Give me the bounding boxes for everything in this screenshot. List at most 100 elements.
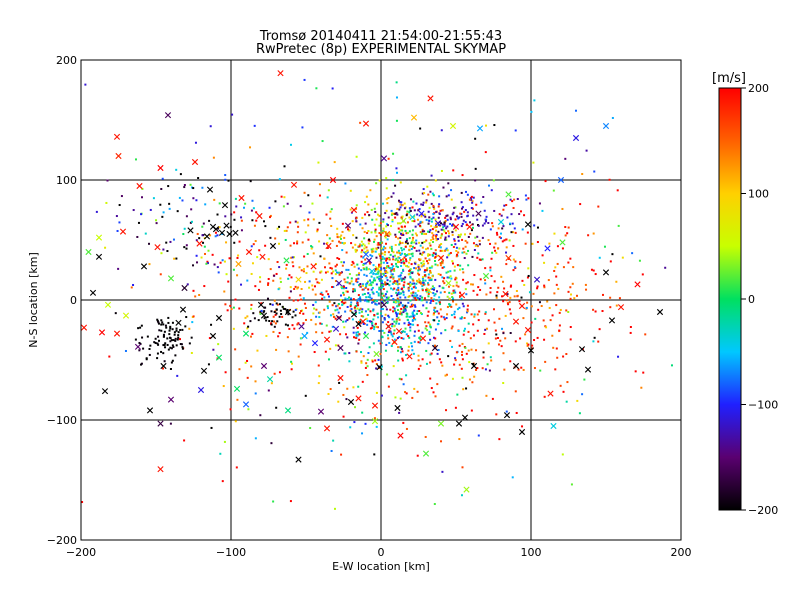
data-point-dot [375, 325, 378, 328]
data-point-dot [381, 279, 384, 282]
data-point-dot [273, 372, 276, 375]
data-point-dot [459, 235, 462, 238]
data-point-dot [413, 294, 416, 297]
data-point-dot [355, 280, 358, 283]
data-point-dot [354, 248, 357, 251]
data-point-dot [285, 311, 288, 314]
data-point-dot [411, 396, 414, 399]
data-point-dot [377, 294, 380, 297]
data-point-dot [377, 358, 380, 361]
data-point-dot [454, 359, 457, 362]
data-point-dot [450, 243, 453, 246]
data-point-dot [544, 360, 547, 363]
data-point-dot [367, 292, 370, 295]
data-point-dot [376, 271, 379, 274]
data-point-x [233, 385, 241, 392]
data-point-dot [455, 246, 458, 249]
data-point-dot [408, 336, 411, 339]
data-point-dot [411, 272, 414, 275]
data-point-dot [395, 262, 398, 265]
data-point-dot [452, 224, 455, 227]
data-point-dot [196, 232, 199, 235]
data-point-dot [378, 232, 381, 235]
data-point-dot [352, 288, 355, 291]
data-point-dot [515, 289, 518, 292]
data-point-dot [392, 255, 395, 258]
data-point-dot [421, 263, 424, 266]
data-point-dot [405, 305, 408, 308]
data-point-dot [373, 300, 376, 303]
data-point-dot [558, 311, 561, 314]
data-point-dot [395, 167, 398, 170]
data-point-dot [192, 197, 195, 200]
data-point-dot [527, 197, 530, 200]
data-point-dot [427, 222, 430, 225]
data-point-dot [384, 231, 387, 234]
data-point-dot [157, 321, 160, 324]
data-point-dot [315, 315, 318, 318]
data-point-dot [454, 206, 457, 209]
data-point-dot [467, 249, 470, 252]
data-point-dot [291, 316, 294, 319]
data-point-dot [526, 301, 529, 304]
data-point-dot [213, 198, 216, 201]
data-point-dot [370, 208, 373, 211]
data-point-dot [181, 347, 184, 350]
data-point-dot [280, 312, 283, 315]
data-point-dot [339, 241, 342, 244]
data-point-dot [400, 312, 403, 315]
data-point-dot [319, 255, 322, 258]
data-point-dot [290, 360, 293, 363]
data-point-dot [338, 307, 341, 310]
data-point-dot [411, 255, 414, 258]
data-point-dot [376, 312, 379, 315]
data-point-dot [460, 225, 463, 228]
data-point-dot [257, 288, 260, 291]
data-point-dot [484, 267, 487, 270]
data-point-dot [428, 259, 431, 262]
data-point-dot [268, 206, 271, 209]
data-point-dot [433, 344, 436, 347]
data-point-dot [300, 269, 303, 272]
data-point-dot [422, 281, 425, 284]
data-point-dot [278, 315, 281, 318]
data-point-dot [432, 234, 435, 237]
data-point-dot [472, 289, 475, 292]
data-point-dot [446, 256, 449, 259]
data-point-dot [184, 325, 187, 328]
data-point-dot [282, 307, 285, 310]
data-point-dot [564, 157, 567, 160]
data-point-dot [409, 209, 412, 212]
x-tick-label: −100 [216, 546, 246, 559]
data-point-dot [303, 191, 306, 194]
data-point-dot [397, 279, 400, 282]
data-point-dot [238, 307, 241, 310]
data-point-dot [348, 229, 351, 232]
data-point-dot [346, 319, 349, 322]
data-point-dot [330, 208, 333, 211]
data-point-dot [517, 368, 520, 371]
data-point-dot [335, 244, 338, 247]
data-point-dot [397, 289, 400, 292]
data-point-dot [423, 232, 426, 235]
y-tick-label: −100 [47, 414, 77, 427]
data-point-dot [448, 303, 451, 306]
data-point-dot [267, 258, 270, 261]
data-point-dot [293, 242, 296, 245]
data-point-dot [204, 203, 207, 206]
data-point-dot [425, 232, 428, 235]
data-point-dot [564, 226, 567, 229]
data-point-dot [359, 243, 362, 246]
data-point-dot [428, 330, 431, 333]
data-point-dot [357, 267, 360, 270]
data-point-dot [357, 304, 360, 307]
data-point-dot [235, 205, 238, 208]
data-point-dot [434, 263, 437, 266]
data-point-dot [395, 265, 398, 268]
data-point-dot [558, 329, 561, 332]
data-point-dot [152, 197, 155, 200]
data-point-dot [343, 285, 346, 288]
data-point-dot [438, 301, 441, 304]
data-point-dot [396, 283, 399, 286]
data-point-dot [346, 226, 349, 229]
